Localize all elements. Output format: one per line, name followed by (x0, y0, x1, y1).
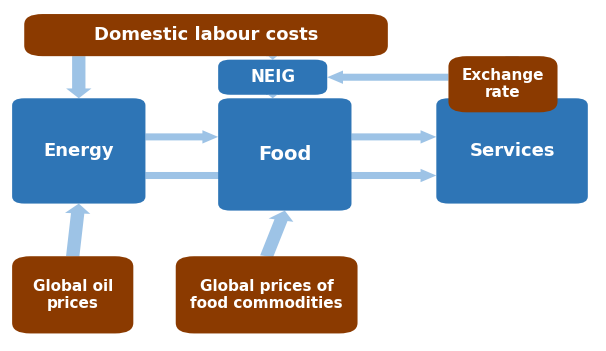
Text: Global prices of
food commodities: Global prices of food commodities (190, 279, 343, 311)
FancyBboxPatch shape (218, 98, 351, 211)
FancyBboxPatch shape (448, 56, 558, 112)
FancyBboxPatch shape (24, 14, 388, 56)
FancyBboxPatch shape (218, 60, 327, 95)
Polygon shape (260, 88, 285, 98)
Text: Services: Services (469, 142, 555, 160)
Text: Domestic labour costs: Domestic labour costs (94, 26, 318, 44)
FancyBboxPatch shape (176, 256, 358, 333)
Polygon shape (66, 56, 92, 98)
Polygon shape (65, 204, 90, 257)
Polygon shape (499, 56, 525, 98)
Polygon shape (327, 71, 448, 84)
Text: Global oil
prices: Global oil prices (33, 279, 113, 311)
Text: Food: Food (258, 145, 311, 164)
Polygon shape (145, 130, 218, 144)
FancyBboxPatch shape (12, 98, 145, 204)
Text: NEIG: NEIG (250, 68, 295, 86)
Text: Energy: Energy (44, 142, 114, 160)
Text: Exchange
rate: Exchange rate (462, 68, 544, 100)
FancyBboxPatch shape (436, 98, 588, 204)
Polygon shape (260, 50, 285, 60)
Polygon shape (351, 130, 436, 144)
Polygon shape (491, 98, 514, 112)
FancyBboxPatch shape (12, 256, 133, 333)
Polygon shape (145, 169, 436, 182)
Polygon shape (260, 211, 293, 257)
